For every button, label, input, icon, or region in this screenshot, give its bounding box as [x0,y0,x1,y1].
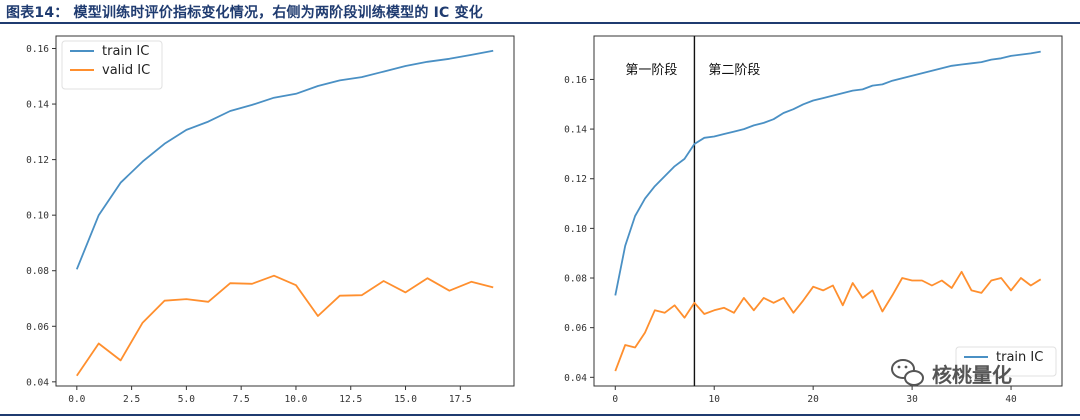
y-tick-label: 0.16 [564,75,587,86]
y-tick-label: 0.10 [26,211,49,222]
stage-one-label: 第一阶段 [625,63,677,78]
x-tick-label: 10.0 [285,394,308,405]
header-rule [0,22,1080,24]
x-tick-label: 30 [906,394,918,405]
right-chart: 0.04 0.06 0.08 0.10 0.12 0.14 0.16 0 10 20 30 40 第一阶… [564,35,1063,405]
y-tick-label: 0.12 [564,174,587,185]
left-chart: 0.04 0.06 0.08 0.10 0.12 0.14 0.16 0.0 2.5 5.0 7.5… [26,35,515,405]
watermark-text: 核桃量化 [932,363,1012,387]
figure-header: 图表14： 模型训练时评价指标变化情况，右侧为两阶段训练模型的 IC 变化 [0,0,1080,22]
y-tick-label: 0.08 [26,266,49,277]
wechat-icon [891,359,924,386]
series-line-valid-ic [76,274,494,377]
series-line-train-ic [75,49,494,270]
y-tick-label: 0.04 [564,373,587,384]
legend-box [955,346,1057,377]
x-tick-label: 40 [1005,394,1017,405]
footer-rule [0,414,1080,416]
x-tick-label: 5.0 [178,394,195,405]
watermark: 核桃量化 [891,359,1012,387]
legend-box [61,40,163,90]
y-tick-label: 0.10 [564,224,587,235]
y-tick-label: 0.14 [564,125,587,136]
x-tick-label: 12.5 [339,394,362,405]
y-tick-label: 0.04 [26,377,49,388]
x-tick-label: 0 [612,394,618,405]
x-tick-label: 2.5 [123,394,140,405]
legend-label: train IC [102,44,149,59]
legend-label: valid IC [102,63,150,78]
y-tick-label: 0.06 [26,322,49,333]
charts-canvas: 0.04 0.06 0.08 0.10 0.12 0.14 0.16 0.0 2.5 5.0 7.5… [26,35,1063,405]
x-tick-label: 15.0 [394,394,417,405]
plot-frame [55,35,515,387]
x-tick-label: 20 [807,394,819,405]
stage-two-label: 第二阶段 [708,63,760,78]
legend-label: train IC [996,350,1043,365]
y-tick-label: 0.14 [26,100,49,111]
figure-title: 图表14： 模型训练时评价指标变化情况，右侧为两阶段训练模型的 IC 变化 [6,5,483,21]
plot-frame [593,35,1063,387]
series-line-train-ic [614,50,1041,296]
x-tick-label: 0.0 [68,394,85,405]
y-tick-label: 0.08 [564,274,587,285]
x-tick-label: 7.5 [233,394,250,405]
x-tick-label: 10 [708,394,720,405]
y-tick-label: 0.16 [26,44,49,55]
y-tick-label: 0.12 [26,155,49,166]
y-tick-label: 0.06 [564,323,587,334]
x-tick-label: 17.5 [449,394,472,405]
series-line-valid-ic [614,270,1042,372]
